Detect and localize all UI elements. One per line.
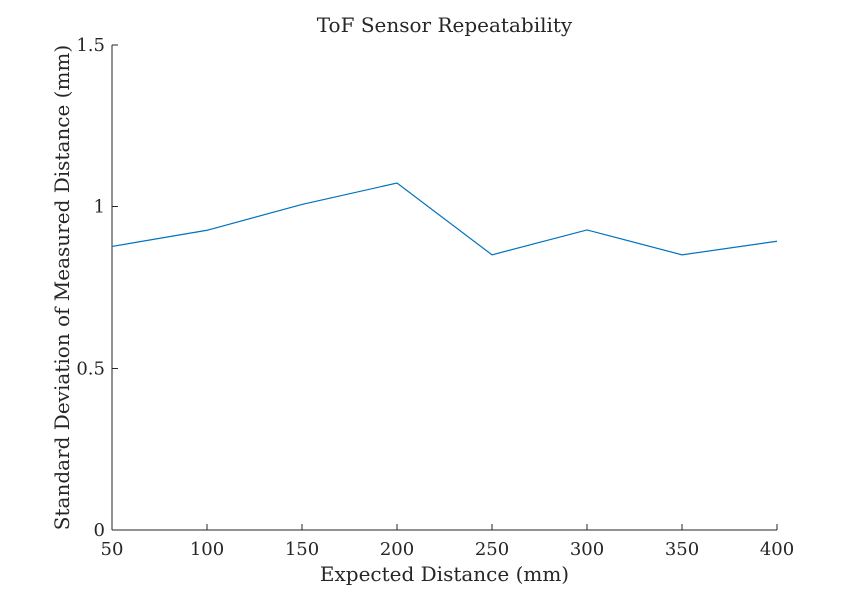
y-tick-label: 0 xyxy=(94,520,105,541)
y-axis-label: Standard Deviation of Measured Distance … xyxy=(50,45,74,530)
y-tick-label: 0.5 xyxy=(76,358,105,379)
y-ticks: 0 0.5 1 1.5 xyxy=(76,35,118,541)
x-tick-label: 50 xyxy=(101,539,124,560)
x-tick-label: 100 xyxy=(190,539,224,560)
y-tick-label: 1.5 xyxy=(76,35,105,56)
x-tick-label: 350 xyxy=(665,539,699,560)
x-tick-label: 300 xyxy=(570,539,604,560)
x-tick-label: 150 xyxy=(285,539,319,560)
x-tick-label: 200 xyxy=(380,539,414,560)
y-tick-label: 1 xyxy=(94,197,105,218)
x-tick-label: 250 xyxy=(475,539,509,560)
x-ticks: 50 100 150 200 250 300 350 400 xyxy=(101,524,794,560)
series-group xyxy=(111,182,778,256)
x-tick-label: 400 xyxy=(760,539,794,560)
series-line xyxy=(111,182,778,256)
chart-title: ToF Sensor Repeatability xyxy=(317,13,573,37)
x-axis-label: Expected Distance (mm) xyxy=(320,562,569,586)
